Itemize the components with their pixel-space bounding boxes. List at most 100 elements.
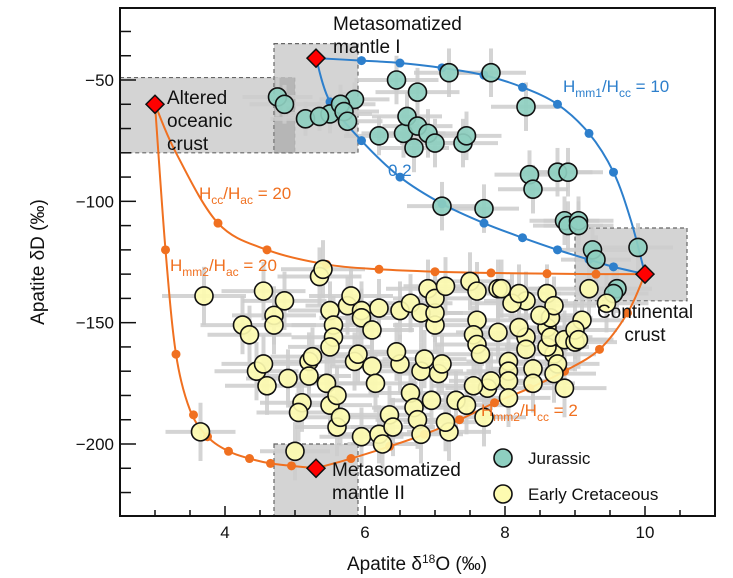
label-part: /H (209, 256, 226, 275)
legend-label: Early Cretaceous (528, 485, 658, 504)
legend-marker (493, 448, 513, 468)
y-tick-label: −150 (76, 314, 114, 333)
jurassic-point (407, 82, 428, 102)
curve-marker (609, 167, 618, 177)
early-cretaceous-point (372, 434, 393, 454)
curve-marker (224, 446, 233, 456)
early-cretaceous-point (362, 356, 382, 377)
early-cretaceous-point (435, 412, 456, 432)
reservoir-label-line: crust (624, 325, 666, 346)
early-cretaceous-point (544, 363, 564, 384)
y-axis-label: Apatite δD (‰) (28, 199, 49, 325)
early-cretaceous-point (348, 344, 368, 365)
early-cretaceous-point (544, 295, 564, 316)
label-part: cc (619, 86, 631, 100)
curve-marker (245, 454, 254, 464)
early-cretaceous-point (411, 424, 431, 445)
mixing-curve-label: 0.2 (388, 161, 412, 180)
early-cretaceous-point (474, 407, 494, 428)
early-cretaceous-point (320, 337, 340, 357)
curve-marker (161, 245, 170, 255)
curve-marker (287, 461, 296, 471)
early-cretaceous-point (351, 426, 372, 447)
jurassic-point (386, 70, 407, 90)
reservoir-box (119, 76, 296, 154)
early-cretaceous-point (257, 375, 277, 396)
early-cretaceous-point (288, 402, 309, 423)
jurassic-point (628, 237, 648, 258)
early-cretaceous-point (421, 390, 442, 411)
endmember-diamond (634, 264, 656, 285)
early-cretaceous-point (194, 286, 214, 306)
reservoir-label-line: Altered (167, 88, 227, 109)
reservoir-label-line: oceanic (167, 111, 233, 132)
label-part: H (170, 256, 182, 275)
curve-marker (609, 262, 618, 272)
endmember-diamond (144, 94, 166, 115)
y-tick-label: −100 (76, 192, 114, 211)
curve-marker (553, 99, 562, 109)
legend-marker (493, 484, 513, 504)
curve-marker (623, 308, 632, 318)
reservoir-label-line: Metasomatized (332, 460, 461, 481)
early-cretaceous-point (341, 286, 361, 306)
jurassic-point (274, 94, 295, 115)
label-part: /H (602, 77, 619, 96)
label-part: mm2 (182, 265, 209, 279)
curve-marker (518, 233, 527, 243)
curve-marker (189, 410, 198, 420)
mixing-curve-label: Hmm1/Hcc = 10 (563, 77, 669, 100)
jurassic-point (474, 198, 494, 219)
label-part: /H (520, 401, 537, 420)
curve-marker (479, 218, 489, 228)
label-part: cc (537, 410, 549, 424)
jurassic-point (558, 162, 578, 183)
label-part: = 20 (253, 184, 291, 203)
early-cretaceous-point (253, 354, 274, 374)
y-tick-label: −50 (85, 71, 114, 90)
curve-marker (171, 349, 181, 359)
mixing-curve-label: Hcc/Hac = 20 (199, 184, 291, 207)
label-part: ac (240, 193, 253, 207)
axes: 4 6 8 10 −50 −100 −150 −200 (76, 7, 716, 542)
reservoir-label: Metasomatized mantle I (333, 14, 462, 58)
endmember-diamond (305, 48, 327, 69)
early-cretaceous-point (278, 368, 298, 389)
early-cretaceous-point (463, 375, 484, 396)
early-cretaceous-point (365, 373, 386, 394)
early-cretaceous-point (299, 366, 319, 386)
endmember-diamond (305, 458, 327, 479)
early-cretaceous-point (386, 341, 407, 362)
early-cretaceous-point (264, 315, 284, 335)
jurassic-point (481, 62, 501, 83)
label-part: H (481, 401, 493, 420)
curve-marker (213, 218, 223, 228)
early-cretaceous-point (498, 371, 519, 391)
jurassic-point (369, 126, 389, 146)
early-cretaceous-point (369, 298, 389, 318)
early-cretaceous-point (435, 276, 456, 297)
curve-marker (395, 172, 405, 182)
legend-label: Jurassic (528, 449, 591, 468)
curve-marker (357, 136, 366, 146)
legend: Jurassic Early Cretaceous (493, 448, 658, 504)
jurassic-point (516, 96, 536, 117)
jurassic-point (404, 138, 424, 158)
jurassic-point (586, 249, 606, 270)
reservoir-label: Altered oceanic crust (167, 88, 233, 155)
curve-marker (486, 268, 496, 278)
label-part: ac (226, 265, 239, 279)
label-part: = 10 (631, 77, 669, 96)
curve-marker (518, 82, 527, 92)
reservoir-label-line: Continental (597, 302, 693, 323)
label-part: mm2 (493, 410, 520, 424)
x-axis-label: Apatite δ18O (‰) (347, 552, 487, 575)
early-cretaceous-point (239, 324, 260, 345)
early-cretaceous-point (362, 320, 382, 340)
early-cretaceous-point (432, 354, 452, 374)
early-cretaceous-point (568, 329, 589, 350)
early-cretaceous-point (383, 417, 403, 437)
label-part: mm1 (575, 86, 602, 100)
early-cretaceous-point (467, 281, 487, 301)
